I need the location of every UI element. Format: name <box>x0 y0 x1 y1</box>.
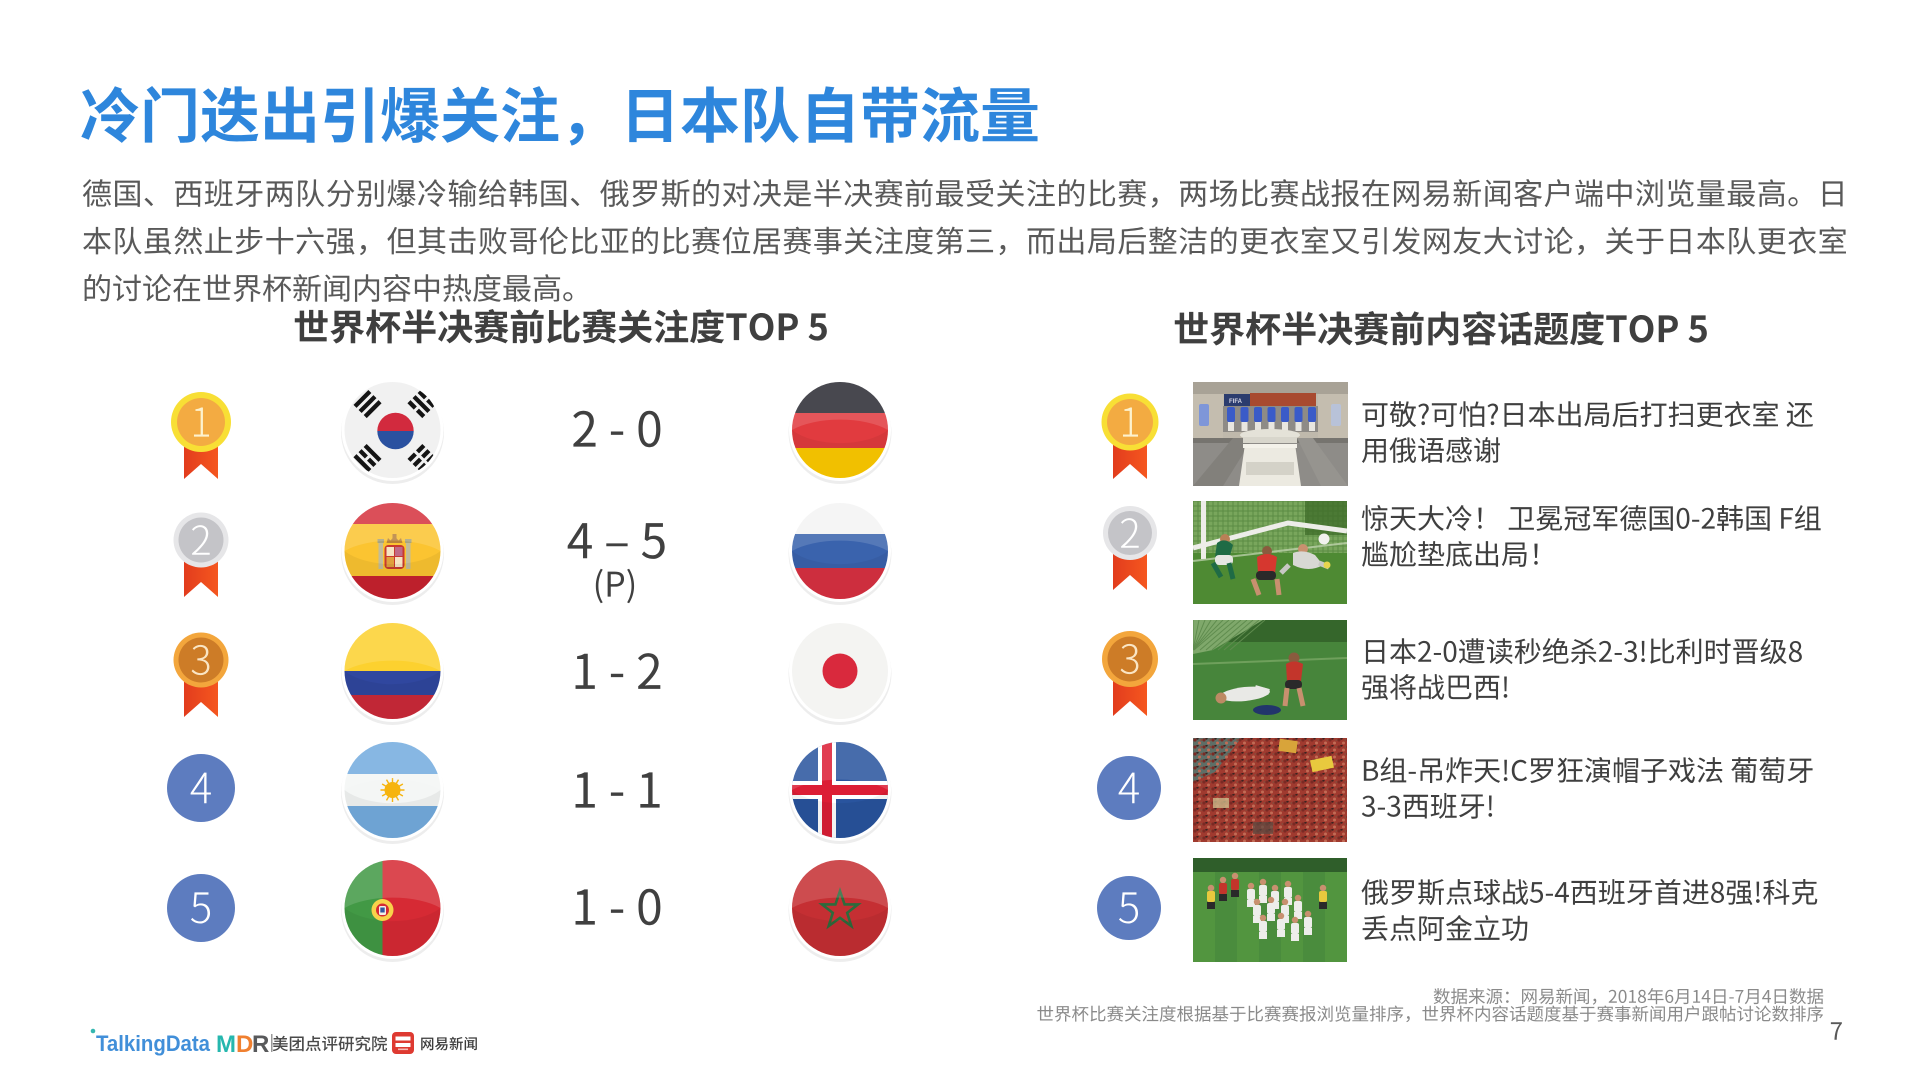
svg-text:M: M <box>216 1031 236 1058</box>
svg-text:TalkingData: TalkingData <box>96 1031 211 1056</box>
svg-text:D: D <box>236 1031 253 1058</box>
svg-text:R: R <box>252 1031 269 1058</box>
svg-text:FIFA: FIFA <box>1229 399 1243 405</box>
